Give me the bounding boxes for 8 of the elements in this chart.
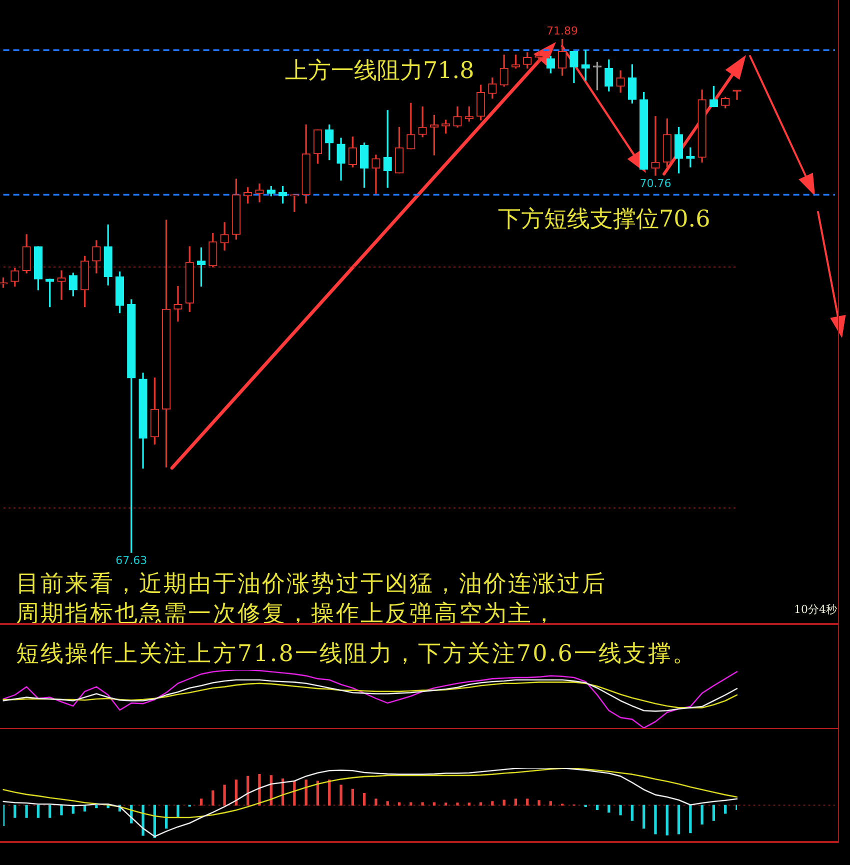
ref-line-label: 下方短线支撑位70.6: [498, 206, 710, 233]
annotation: 71.89: [546, 24, 578, 38]
ref-line-label: 上方一线阻力71.8: [285, 58, 474, 84]
text: 10分4秒: [794, 603, 837, 617]
annotation: 70.76: [640, 176, 672, 190]
annotation: 67.63: [116, 554, 148, 567]
text: 目前来看，近期由于油价涨势过于凶猛，油价连涨过后: [16, 571, 606, 598]
text: 短线操作上关注上方71.8一线阻力，下方关注70.6一线支撑。: [16, 641, 698, 668]
